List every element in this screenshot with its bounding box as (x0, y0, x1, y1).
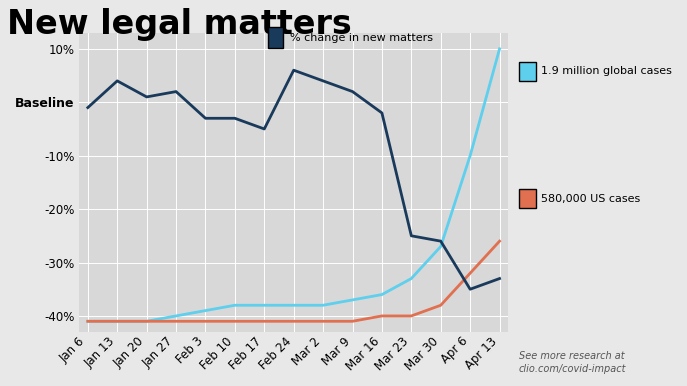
Text: 1.9 million global cases: 1.9 million global cases (541, 66, 673, 76)
Text: See more research at
clio.com/covid-impact: See more research at clio.com/covid-impa… (519, 351, 626, 374)
Text: 580,000 US cases: 580,000 US cases (541, 194, 640, 204)
Text: New legal matters: New legal matters (7, 8, 352, 41)
Text: % change in new matters: % change in new matters (290, 33, 433, 42)
